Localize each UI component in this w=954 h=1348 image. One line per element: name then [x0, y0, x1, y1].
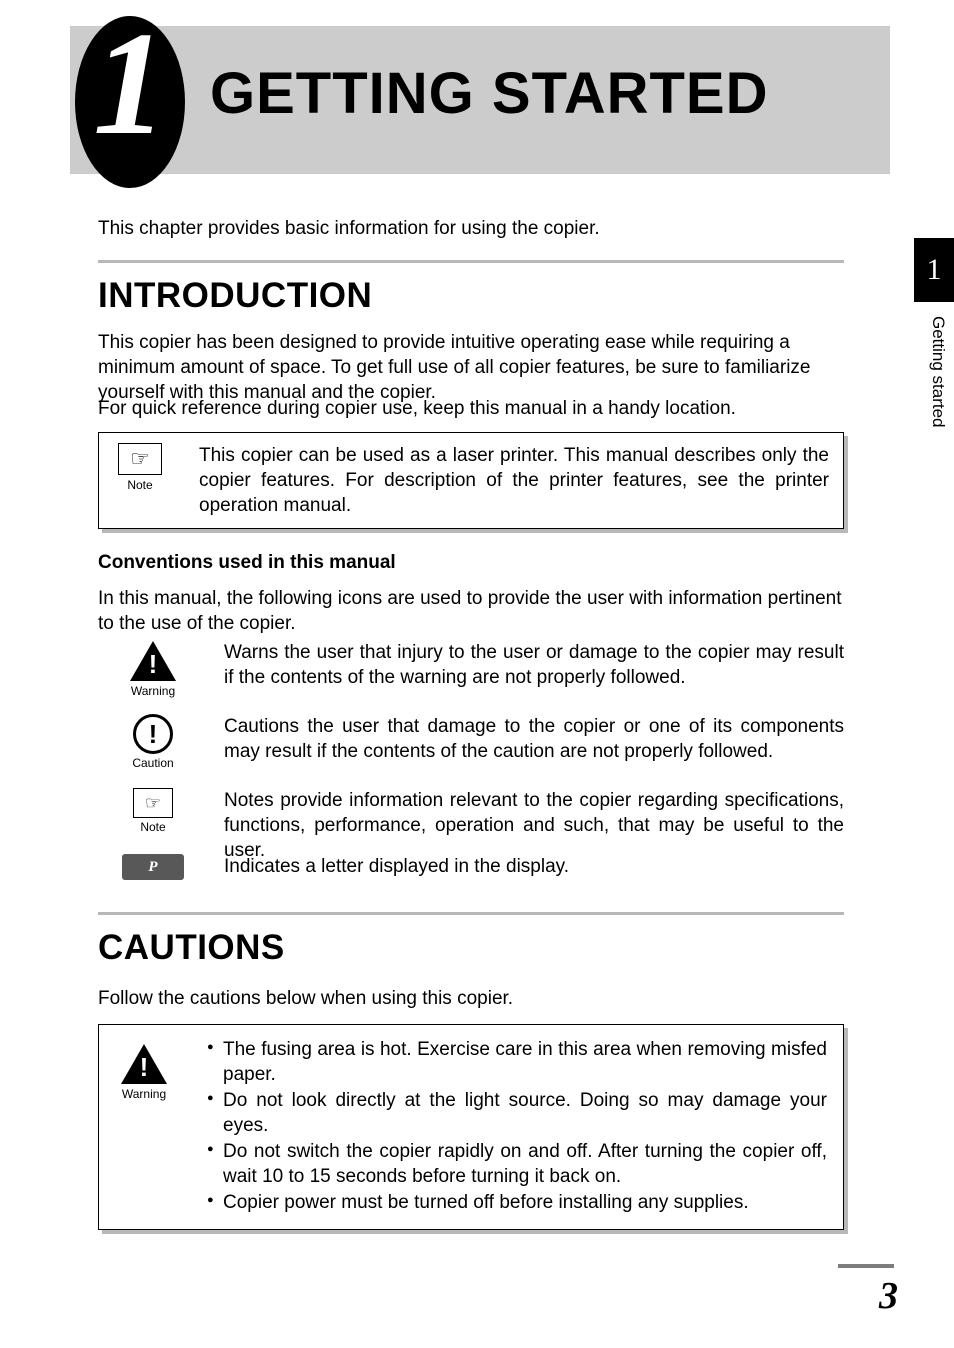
warning-icon-label: Warning — [113, 1087, 175, 1101]
convention-row-note: ☞ Note Notes provide information relevan… — [122, 788, 844, 863]
convention-caution-text: Cautions the user that damage to the cop… — [224, 714, 844, 764]
caution-item: Do not look directly at the light source… — [207, 1088, 827, 1139]
caution-icon-label: Caution — [122, 756, 184, 770]
chapter-intro-line: This chapter provides basic information … — [98, 216, 600, 241]
section-rule — [98, 912, 844, 915]
convention-row-display: P Indicates a letter displayed in the di… — [122, 854, 844, 879]
page: 1 GETTING STARTED This chapter provides … — [0, 0, 954, 1348]
caution-item: Copier power must be turned off before i… — [207, 1190, 827, 1215]
convention-row-caution: ! Caution Cautions the user that damage … — [122, 714, 844, 764]
section-rule — [98, 260, 844, 263]
convention-note-text: Notes provide information relevant to th… — [224, 788, 844, 863]
display-chip-icon: P — [122, 854, 184, 880]
side-chapter-label: Getting started — [920, 316, 948, 496]
cautions-intro: Follow the cautions below when using thi… — [98, 986, 844, 1011]
note-callout-text: This copier can be used as a laser print… — [199, 443, 829, 518]
page-number: 3 — [879, 1274, 898, 1318]
caution-item: The fusing area is hot. Exercise care in… — [207, 1037, 827, 1088]
convention-display-text: Indicates a letter displayed in the disp… — [224, 854, 844, 879]
warning-icon: ! Warning — [122, 640, 184, 698]
caution-icon: ! Caution — [122, 714, 184, 770]
introduction-paragraph-1: This copier has been designed to provide… — [98, 330, 844, 405]
chapter-number: 1 — [90, 10, 170, 158]
note-icon-label: Note — [111, 478, 169, 492]
display-chip-glyph: P — [122, 854, 184, 880]
convention-warning-text: Warns the user that injury to the user o… — [224, 640, 844, 690]
conventions-heading: Conventions used in this manual — [98, 552, 396, 574]
note-icon-glyph: ☞ — [118, 443, 162, 475]
svg-text:!: ! — [140, 1052, 149, 1082]
note-icon: ☞ Note — [111, 443, 169, 492]
section-heading-cautions: CAUTIONS — [98, 928, 285, 968]
cautions-list: The fusing area is hot. Exercise care in… — [207, 1037, 827, 1215]
side-chapter-tab: 1 — [914, 238, 954, 302]
svg-text:!: ! — [149, 649, 158, 679]
introduction-paragraph-2: For quick reference during copier use, k… — [98, 396, 844, 421]
note-icon-small-label: Note — [122, 820, 184, 834]
note-icon-small: ☞ Note — [122, 788, 184, 834]
convention-row-warning: ! Warning Warns the user that injury to … — [122, 640, 844, 690]
section-heading-introduction: INTRODUCTION — [98, 276, 372, 316]
warning-icon-label: Warning — [122, 684, 184, 698]
conventions-intro: In this manual, the following icons are … — [98, 586, 844, 636]
note-callout-box: ☞ Note This copier can be used as a lase… — [98, 432, 844, 529]
page-number-rule — [838, 1264, 894, 1268]
cautions-callout-box: ! Warning The fusing area is hot. Exerci… — [98, 1024, 844, 1230]
chapter-title: GETTING STARTED — [210, 60, 768, 127]
warning-icon: ! Warning — [113, 1043, 175, 1101]
caution-item: Do not switch the copier rapidly on and … — [207, 1139, 827, 1190]
